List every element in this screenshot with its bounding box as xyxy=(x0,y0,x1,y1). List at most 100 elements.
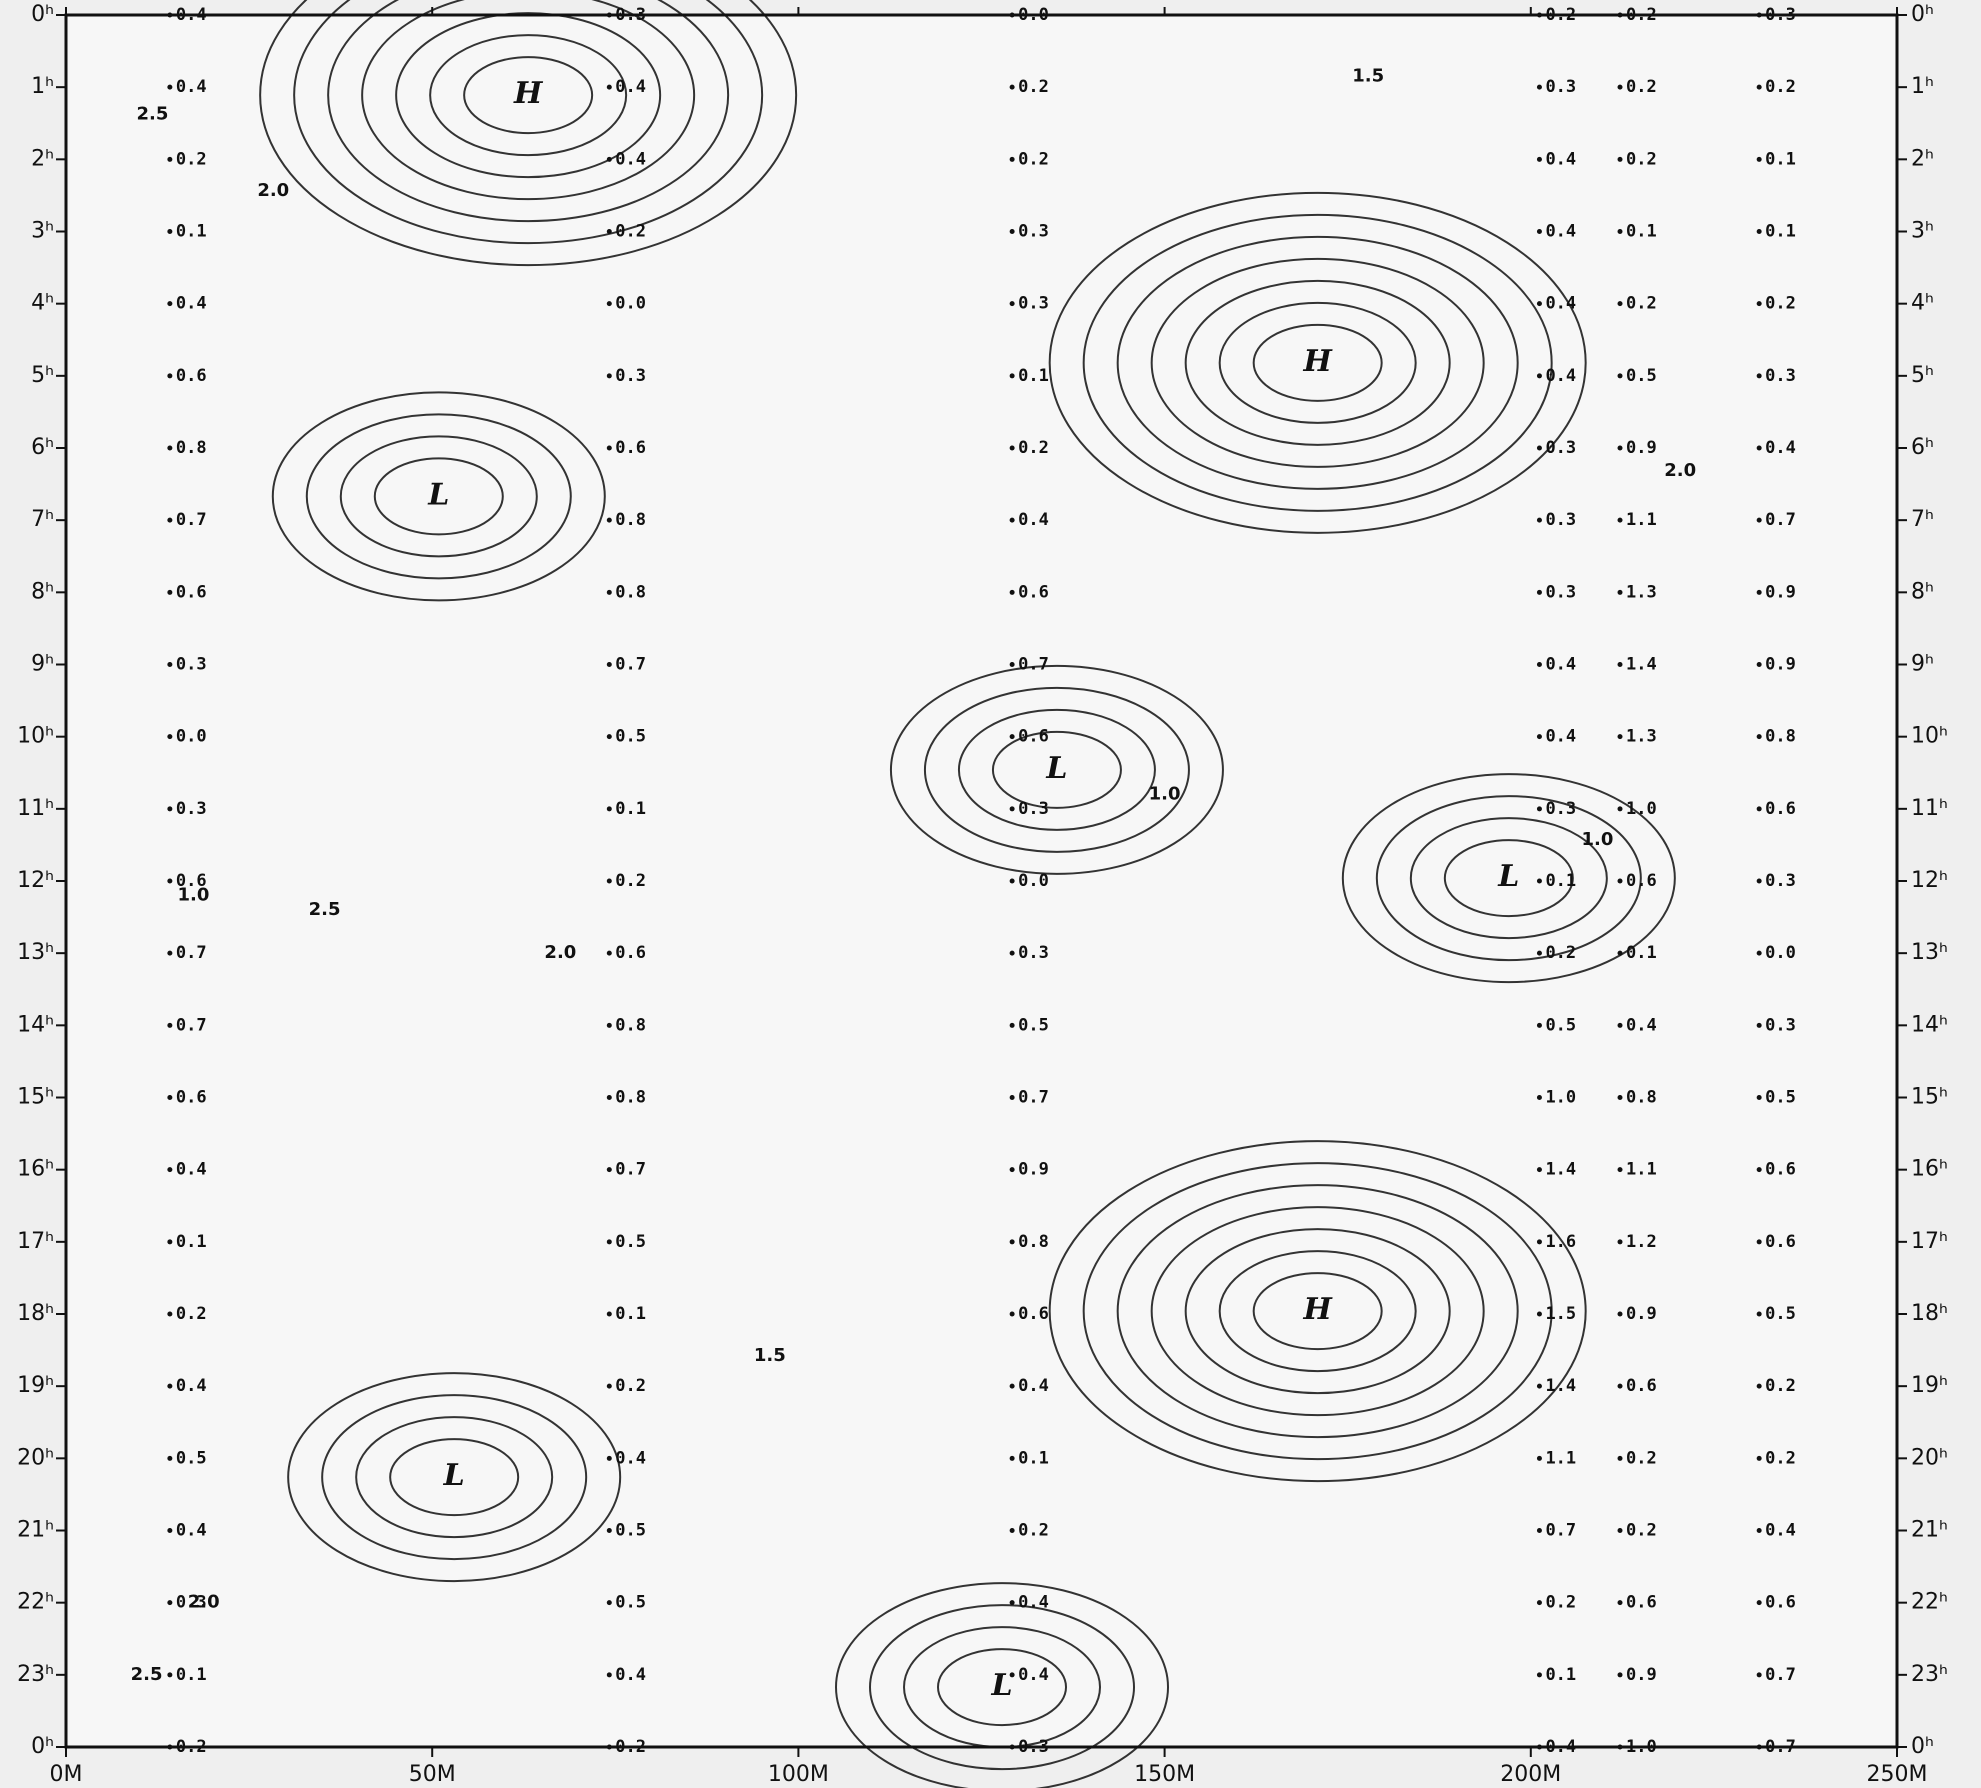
value-label: 0.2 xyxy=(1545,5,1576,25)
station-point xyxy=(1536,156,1542,162)
station-point xyxy=(167,1744,173,1750)
station-point xyxy=(1009,1744,1015,1750)
value-label: 0.1 xyxy=(615,799,646,819)
station-point xyxy=(167,373,173,379)
value-label: 1.6 xyxy=(1545,1232,1576,1252)
extremum-marker: L xyxy=(1497,859,1519,894)
station-point xyxy=(1756,1672,1762,1678)
contour-label: 1.5 xyxy=(1352,65,1384,86)
station-point xyxy=(167,1311,173,1317)
value-label: 0.4 xyxy=(1018,510,1049,530)
value-label: 0.2 xyxy=(1765,77,1796,97)
value-label: 0.3 xyxy=(1018,943,1049,963)
station-point xyxy=(606,1672,612,1678)
station-point xyxy=(1009,878,1015,884)
value-label: 0.7 xyxy=(1765,510,1796,530)
station-point xyxy=(1756,1744,1762,1750)
extremum-marker: L xyxy=(443,1458,465,1493)
station-point xyxy=(167,1600,173,1606)
station-point xyxy=(1009,84,1015,90)
station-point xyxy=(606,229,612,234)
value-label: 0.6 xyxy=(176,1088,207,1108)
y-tick-label: 6ʰ xyxy=(31,435,54,460)
station-point xyxy=(1617,1022,1623,1028)
value-label: 0.4 xyxy=(1545,366,1576,386)
station-point xyxy=(167,878,173,884)
contour-ring xyxy=(903,1626,1102,1749)
value-label: 0.2 xyxy=(1545,1593,1576,1613)
contour-ring xyxy=(305,413,572,580)
value-label: 0.6 xyxy=(1018,1304,1049,1324)
station-point xyxy=(1536,12,1542,18)
y-tick-label: 21ʰ xyxy=(17,1518,54,1543)
station-point xyxy=(167,1095,173,1100)
value-label: 0.9 xyxy=(1018,1160,1049,1180)
x-tick-label: 200M xyxy=(1500,1762,1561,1787)
station-point xyxy=(167,84,173,90)
contour-ring xyxy=(389,1438,520,1517)
contour-ring xyxy=(1443,839,1574,918)
station-point xyxy=(1756,878,1762,884)
value-label: 1.3 xyxy=(1626,582,1657,602)
station-point xyxy=(606,589,612,595)
station-point xyxy=(167,1022,173,1028)
station-point xyxy=(1756,301,1762,307)
value-label: 0.1 xyxy=(1018,366,1049,386)
value-label: 0.3 xyxy=(1765,366,1796,386)
station-point xyxy=(1536,1022,1542,1028)
extremum-marker: H xyxy=(513,76,544,111)
value-label: 0.5 xyxy=(1765,1304,1796,1324)
y-tick-label-right: 17ʰ xyxy=(1911,1229,1948,1254)
station-point xyxy=(167,1239,173,1245)
contour-label: 1.0 xyxy=(177,884,209,905)
contour-ring xyxy=(869,1604,1136,1771)
value-label: 0.5 xyxy=(1765,1088,1796,1108)
value-label: 0.1 xyxy=(176,222,207,242)
station-point xyxy=(606,373,612,379)
extremum-marker: H xyxy=(1302,344,1333,379)
station-point xyxy=(1756,950,1762,956)
value-label: 0.2 xyxy=(1626,294,1657,314)
value-label: 0.4 xyxy=(1545,222,1576,242)
station-point xyxy=(167,734,173,740)
station-point xyxy=(1617,84,1623,90)
y-tick-label-right: 13ʰ xyxy=(1911,940,1948,965)
station-point xyxy=(606,84,612,90)
station-point xyxy=(1756,1095,1762,1100)
value-label: 0.7 xyxy=(1765,1737,1796,1757)
value-label: 0.1 xyxy=(1626,222,1657,242)
station-point xyxy=(1536,589,1542,595)
station-point xyxy=(1009,12,1015,18)
contour-ring xyxy=(1150,257,1485,468)
value-label: 0.4 xyxy=(615,149,646,169)
station-point xyxy=(1617,1528,1623,1533)
y-tick-label: 20ʰ xyxy=(17,1445,54,1470)
contour-ring xyxy=(1048,1140,1587,1483)
value-label: 0.3 xyxy=(1018,294,1049,314)
value-label: 0.6 xyxy=(1765,1232,1796,1252)
station-point xyxy=(1009,734,1015,740)
value-label: 0.7 xyxy=(615,655,646,675)
value-label: 0.2 xyxy=(615,1376,646,1396)
y-tick-label: 23ʰ xyxy=(17,1662,54,1687)
value-label: 0.2 xyxy=(1018,149,1049,169)
y-tick-label: 0ʰ xyxy=(31,2,54,27)
value-label: 0.2 xyxy=(1626,1521,1657,1541)
station-point xyxy=(1536,734,1542,740)
value-label: 0.5 xyxy=(615,727,646,747)
contour-ring xyxy=(463,56,594,135)
contour-ring xyxy=(1409,817,1608,940)
value-label: 0.7 xyxy=(176,943,207,963)
value-label: 0.7 xyxy=(1545,1521,1576,1541)
value-label: 0.8 xyxy=(1626,1088,1657,1108)
station-point xyxy=(1009,156,1015,162)
value-label: 0.6 xyxy=(1018,582,1049,602)
station-point xyxy=(1756,1455,1762,1461)
station-point xyxy=(1536,445,1542,451)
station-point xyxy=(1617,445,1623,451)
station-point xyxy=(1536,229,1542,234)
station-point xyxy=(1617,734,1623,740)
station-point xyxy=(1756,1022,1762,1028)
contour-ring xyxy=(1116,235,1519,490)
